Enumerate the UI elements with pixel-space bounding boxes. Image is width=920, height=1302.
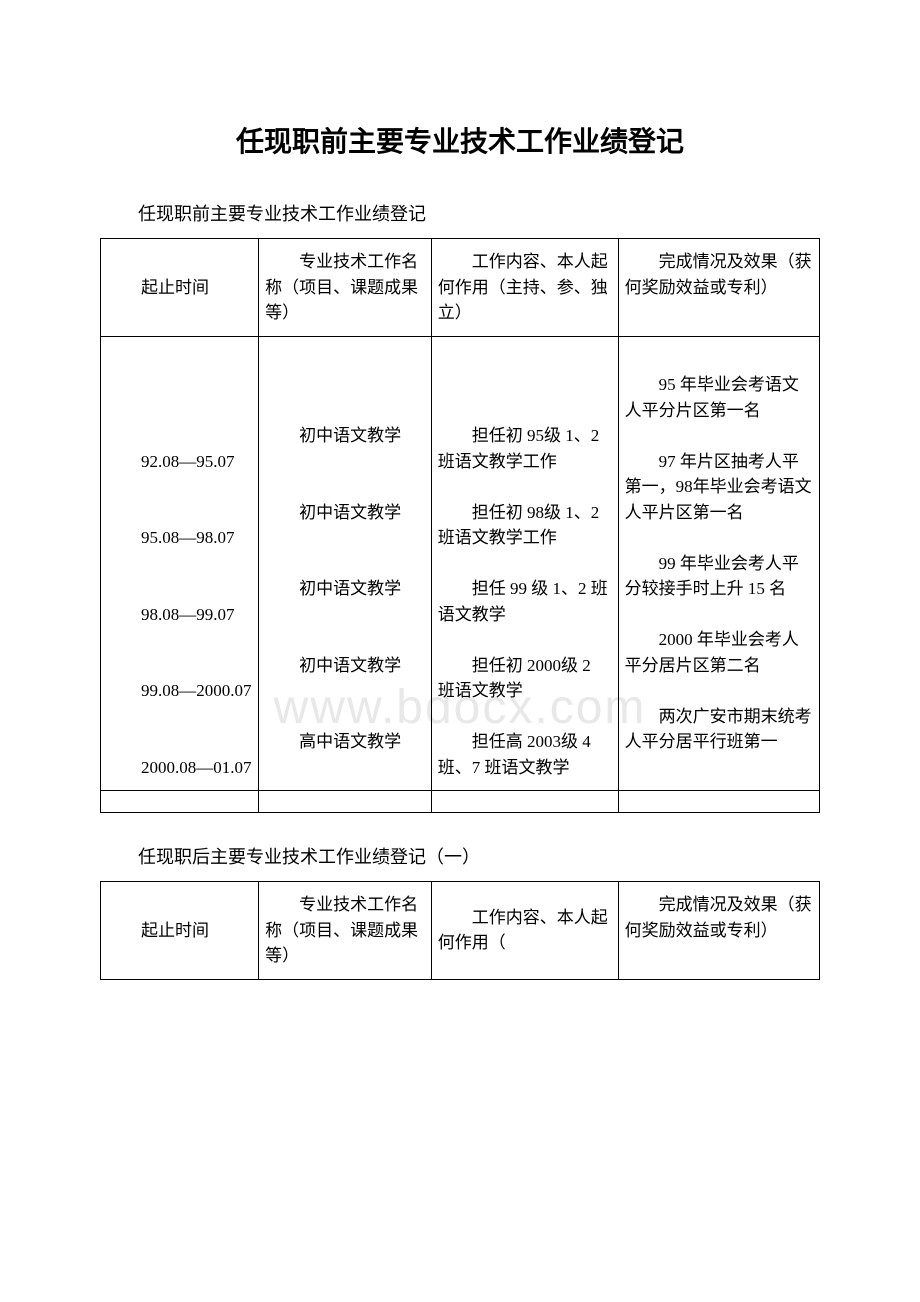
body-cell-content: 担任初 95级 1、2 班语文教学工作 担任初 98级 1、2 班语文教学工作 … xyxy=(431,336,618,791)
header2-cell-content: 工作内容、本人起何作用（ xyxy=(431,882,618,980)
header2-cell-time: 起止时间 xyxy=(101,882,259,980)
table-header-row: 起止时间 专业技术工作名称（项目、课题成果等） 工作内容、本人起何作用（主持、参… xyxy=(101,239,820,337)
subtitle-2: 任现职后主要专业技术工作业绩登记（一） xyxy=(100,843,820,869)
header-cell-time: 起止时间 xyxy=(101,239,259,337)
header2-cell-name: 专业技术工作名称（项目、课题成果等） xyxy=(259,882,432,980)
empty-cell xyxy=(431,791,618,813)
table-empty-row xyxy=(101,791,820,813)
empty-cell xyxy=(618,791,819,813)
table-1: 起止时间 专业技术工作名称（项目、课题成果等） 工作内容、本人起何作用（主持、参… xyxy=(100,238,820,813)
subtitle-1: 任现职前主要专业技术工作业绩登记 xyxy=(100,200,820,226)
empty-cell xyxy=(101,791,259,813)
body-cell-result: 95 年毕业会考语文人平分片区第一名 97 年片区抽考人平第一，98年毕业会考语… xyxy=(618,336,819,791)
body-cell-name: 初中语文教学 初中语文教学 初中语文教学 初中语文教学 高中语文教学 xyxy=(259,336,432,791)
header-cell-content: 工作内容、本人起何作用（主持、参、独立） xyxy=(431,239,618,337)
table-2: 起止时间 专业技术工作名称（项目、课题成果等） 工作内容、本人起何作用（ 完成情… xyxy=(100,881,820,980)
table-body-row: 92.08—95.07 95.08—98.07 98.08—99.07 99.0… xyxy=(101,336,820,791)
page-title: 任现职前主要专业技术工作业绩登记 xyxy=(100,120,820,160)
header-cell-result: 完成情况及效果（获何奖励效益或专利） xyxy=(618,239,819,337)
header2-cell-result: 完成情况及效果（获何奖励效益或专利） xyxy=(618,882,819,980)
header-cell-name: 专业技术工作名称（项目、课题成果等） xyxy=(259,239,432,337)
table2-header-row: 起止时间 专业技术工作名称（项目、课题成果等） 工作内容、本人起何作用（ 完成情… xyxy=(101,882,820,980)
empty-cell xyxy=(259,791,432,813)
body-cell-time: 92.08—95.07 95.08—98.07 98.08—99.07 99.0… xyxy=(101,336,259,791)
